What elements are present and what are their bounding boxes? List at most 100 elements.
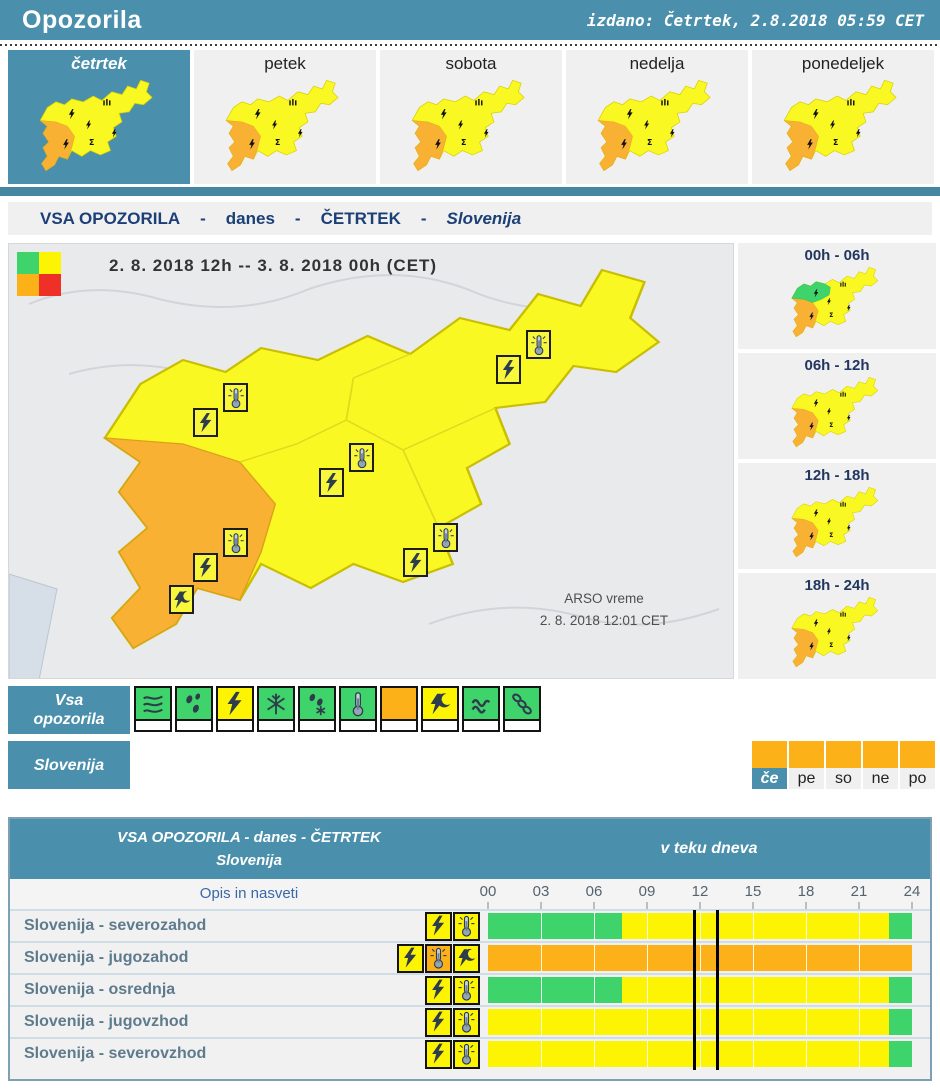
current-time-marker: [692, 974, 696, 1006]
warning-filter-thunderstorm[interactable]: [216, 686, 254, 732]
map-validity-period: 2. 8. 2018 12h -- 3. 8. 2018 00h (CET): [109, 256, 438, 275]
row-timeline-bar: [488, 1006, 912, 1038]
table-row[interactable]: Slovenija - severovzhod: [10, 1037, 930, 1070]
rain-icon: [186, 692, 201, 713]
day-button-label[interactable]: so: [826, 768, 861, 789]
row-thermo-high-icon: [453, 975, 480, 1005]
warning-filter-storm[interactable]: [421, 686, 459, 732]
time-map-label: 06h - 12h: [804, 357, 870, 374]
warnings-title-bar: VSA OPOZORILA - danes - ČETRTEK - Slovenija: [8, 202, 932, 235]
storm-button[interactable]: [421, 686, 459, 721]
rain-button[interactable]: [175, 686, 213, 721]
day-tab-četrtek[interactable]: četrtek Σ: [8, 50, 190, 184]
svg-text:Σ: Σ: [829, 642, 833, 649]
day-button-če[interactable]: če: [752, 741, 787, 789]
table-row[interactable]: Slovenija - osrednja: [10, 973, 930, 1006]
map-warning-storm-icon: [169, 585, 194, 614]
main-area: 2. 8. 2018 12h -- 3. 8. 2018 00h (CET) A…: [8, 243, 940, 679]
table-row[interactable]: Slovenija - jugozahod: [10, 941, 930, 974]
thermo-high-icon: [430, 947, 447, 969]
day-tab-sobota[interactable]: sobota Σ: [380, 50, 562, 184]
time-tick-mark: [699, 902, 701, 909]
day-tab-petek[interactable]: petek Σ: [194, 50, 376, 184]
title-part-2: ČETRTEK: [320, 208, 401, 228]
title-separator: -: [294, 208, 301, 228]
day-tab-ponedeljek[interactable]: ponedeljek Σ: [752, 50, 934, 184]
timeline-gridline: [541, 945, 542, 971]
timeline-gridline: [859, 1041, 860, 1067]
day-tab-nedelja[interactable]: nedelja Σ: [566, 50, 748, 184]
day-button-pe[interactable]: pe: [789, 741, 824, 789]
table-header-region: Slovenija: [216, 852, 282, 869]
low-temperature-button[interactable]: [339, 686, 377, 721]
warning-filter-wind[interactable]: [134, 686, 172, 732]
day-level-square: [863, 741, 898, 768]
wind-button[interactable]: [134, 686, 172, 721]
time-map-cell-2[interactable]: 12h - 18h Σ: [738, 463, 936, 569]
all-warnings-label[interactable]: Vsa opozorila: [8, 686, 130, 734]
warning-filter-high-temperature[interactable]: [380, 686, 418, 732]
time-map-cell-0[interactable]: 00h - 06h Σ: [738, 243, 936, 349]
thermo-high-icon: [530, 334, 547, 355]
map-warning-lightning-icon: [193, 408, 218, 437]
thermo-high-icon: [458, 915, 475, 937]
day-button-so[interactable]: so: [826, 741, 861, 789]
svg-text:Σ: Σ: [275, 138, 280, 147]
time-map-cell-3[interactable]: 18h - 24h Σ: [738, 573, 936, 679]
day-button-label[interactable]: če: [752, 768, 787, 789]
svg-text:Σ: Σ: [461, 138, 466, 147]
timeline-segment-green: [488, 977, 623, 1003]
ice-button[interactable]: [503, 686, 541, 721]
time-tick-mark: [911, 902, 913, 909]
day-button-label[interactable]: pe: [789, 768, 824, 789]
timeline-segment-green: [889, 1041, 912, 1067]
sea-button[interactable]: [462, 686, 500, 721]
timeline-gridline: [753, 945, 754, 971]
time-map: Σ: [763, 374, 911, 454]
sleet-button[interactable]: [298, 686, 336, 721]
table-row[interactable]: Slovenija - severozahod: [10, 909, 930, 942]
warning-filter-low-temperature[interactable]: [339, 686, 377, 732]
warning-filter-sleet[interactable]: [298, 686, 336, 732]
day-tab-label: nedelja: [629, 54, 685, 73]
row-thermo-high-icon: [453, 1007, 480, 1037]
current-time-marker: [715, 910, 719, 942]
snow-icon: [267, 693, 285, 714]
day-button-po[interactable]: po: [900, 741, 935, 789]
warning-map[interactable]: 2. 8. 2018 12h -- 3. 8. 2018 00h (CET) A…: [8, 243, 734, 679]
time-tick-label-12: 12: [691, 883, 709, 900]
row-timeline-bar: [488, 910, 912, 942]
time-map-label: 00h - 06h: [804, 247, 870, 264]
high-temperature-button[interactable]: [380, 686, 418, 721]
timeline-gridline: [859, 1009, 860, 1035]
day-level-square: [826, 741, 861, 768]
timeline-gridline: [594, 1009, 595, 1035]
time-tick-mark: [593, 902, 595, 909]
thermo-high-icon: [458, 1043, 475, 1065]
region-label[interactable]: Slovenija: [8, 741, 130, 789]
time-tick-label-09: 09: [638, 883, 656, 900]
snow-button[interactable]: [257, 686, 295, 721]
table-header-title: VSA OPOZORILA - danes - ČETRTEK: [117, 829, 381, 846]
day-tab-map: Σ: [759, 76, 927, 180]
table-row[interactable]: Slovenija - jugovzhod: [10, 1005, 930, 1038]
current-time-marker: [715, 974, 719, 1006]
row-timeline-bar: [488, 1038, 912, 1070]
timeline-gridline: [541, 913, 542, 939]
thunderstorm-button[interactable]: [216, 686, 254, 721]
warning-filter-rain[interactable]: [175, 686, 213, 732]
day-button-label[interactable]: ne: [863, 768, 898, 789]
title-separator: -: [200, 208, 206, 228]
ice-sub-cell: [503, 721, 541, 732]
warning-filter-snow[interactable]: [257, 686, 295, 732]
map-warning-thermo-high-icon: [223, 528, 248, 557]
warning-filter-sea[interactable]: [462, 686, 500, 732]
row-lightning-icon: [425, 975, 452, 1005]
time-map-cell-1[interactable]: 06h - 12h Σ: [738, 353, 936, 459]
row-warning-icons: [384, 1007, 480, 1037]
map-credit-source: ARSO vreme: [564, 591, 644, 606]
day-button-ne[interactable]: ne: [863, 741, 898, 789]
current-time-marker: [692, 942, 696, 974]
warning-filter-ice[interactable]: [503, 686, 541, 732]
day-button-label[interactable]: po: [900, 768, 935, 789]
